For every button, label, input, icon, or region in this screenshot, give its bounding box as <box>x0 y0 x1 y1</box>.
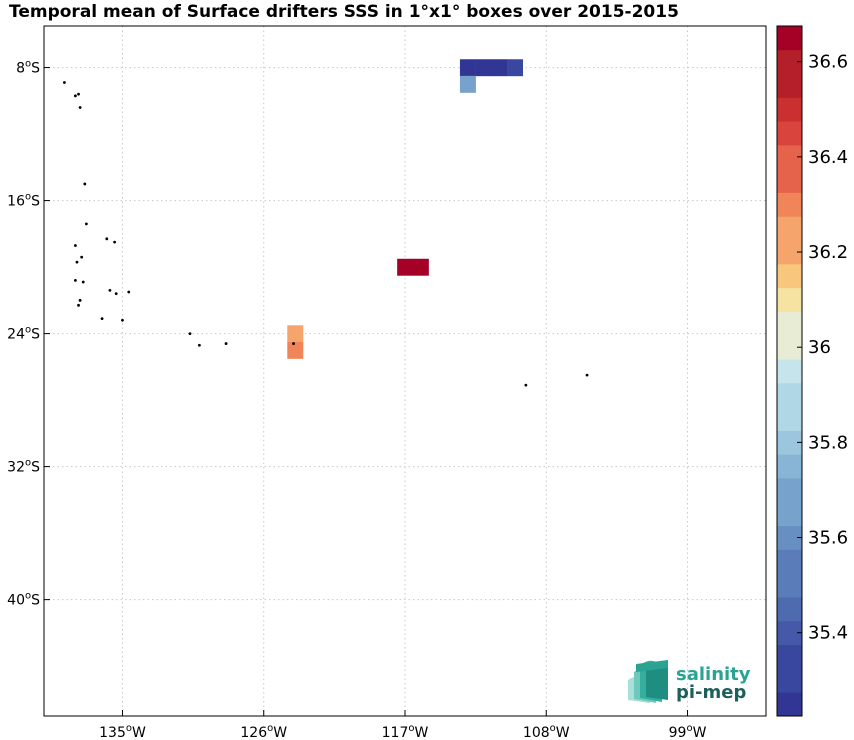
colorbar-level <box>777 644 802 669</box>
colorbar-frame <box>776 25 803 717</box>
island-marker <box>188 332 192 335</box>
chart-title: Temporal mean of Surface drifters SSS in… <box>9 2 679 22</box>
x-tick-label: 117oW <box>382 723 429 740</box>
sss-cell <box>459 59 476 77</box>
sss-cell <box>287 325 304 343</box>
island-marker <box>73 244 77 247</box>
island-marker <box>524 383 528 387</box>
island-marker <box>100 317 104 321</box>
colorbar-level <box>777 478 802 503</box>
colorbar-level <box>777 121 802 146</box>
x-tick-label: 108oW <box>523 723 570 740</box>
colorbar-tick-label: 35.4 <box>808 623 848 644</box>
island-marker <box>224 342 228 345</box>
gridlines <box>44 26 766 716</box>
colorbar-level <box>777 382 802 408</box>
sss-cell <box>475 59 492 77</box>
island-marker <box>127 290 131 294</box>
island-marker <box>83 182 87 186</box>
island-marker <box>113 240 117 244</box>
island-marker <box>585 373 589 377</box>
colorbar-tick-label: 36.2 <box>808 242 848 263</box>
sss-cell <box>287 341 304 359</box>
island-marker <box>105 237 109 241</box>
y-axis-ticks: 8oS 16oS 24oS 32oS 40oS <box>7 59 50 609</box>
colorbar-ticks: 36.6 36.4 36.2 36 35.8 35.6 35.4 <box>797 52 848 644</box>
island-marker <box>81 280 85 284</box>
island-marker <box>77 303 80 307</box>
island-marker <box>77 92 80 96</box>
x-tick-label: 135oW <box>99 723 146 740</box>
colorbar-level <box>777 549 802 574</box>
islands <box>63 81 589 387</box>
colorbar-level <box>777 311 802 336</box>
x-tick-label: 99oW <box>669 723 707 740</box>
colorbar-tick-label: 36.4 <box>808 147 848 168</box>
colorbar-level <box>777 192 802 217</box>
sss-cell <box>507 59 524 77</box>
colorbar-tick-label: 35.8 <box>808 432 848 453</box>
colorbar-level <box>777 97 802 122</box>
island-marker <box>84 222 88 226</box>
sss-cell <box>397 258 414 276</box>
colorbar-level <box>777 73 802 98</box>
island-marker <box>114 292 118 296</box>
island-marker <box>73 278 77 282</box>
colorbar-level <box>777 668 802 693</box>
sss-cell <box>412 258 429 276</box>
island-marker <box>75 260 79 264</box>
y-tick-label: 8oS <box>16 59 40 77</box>
island-marker <box>73 94 77 98</box>
colorbar-level <box>777 216 802 241</box>
colorbar-level <box>777 168 802 193</box>
colorbar-swatches <box>777 26 802 717</box>
colorbar-level <box>777 263 802 289</box>
logo-text-pimep: pi-mep <box>676 682 746 703</box>
colorbar-tick-label: 35.6 <box>808 528 848 549</box>
sss-cell <box>459 75 476 93</box>
colorbar-level <box>777 692 802 717</box>
colorbar-level <box>777 454 802 479</box>
colorbar-level <box>777 597 802 622</box>
sss-cells <box>287 59 524 359</box>
island-marker <box>121 318 124 322</box>
colorbar-tick-label: 36 <box>808 337 831 358</box>
island-marker <box>292 342 295 345</box>
island-marker <box>78 298 82 302</box>
island-marker <box>63 81 66 84</box>
island-marker <box>108 288 112 292</box>
x-tick-label: 126oW <box>240 723 287 740</box>
map-plot-area: 135oW 126oW 117oW 108oW 99oW 8oS 16oS 24oS 32oS… <box>7 25 767 740</box>
colorbar-level <box>777 501 802 527</box>
colorbar-level <box>777 406 802 431</box>
island-marker <box>78 106 82 109</box>
colorbar-level <box>777 287 802 312</box>
y-tick-label: 40oS <box>7 591 40 609</box>
logo-text-salinity: salinity <box>676 664 751 685</box>
y-tick-label: 32oS <box>7 458 40 476</box>
colorbar-level <box>777 573 802 598</box>
sss-cell <box>491 59 508 77</box>
y-tick-label: 24oS <box>7 325 40 343</box>
colorbar-level <box>777 26 802 51</box>
logo-wave-icon <box>628 660 668 703</box>
island-marker <box>80 255 84 259</box>
x-axis-ticks: 135oW 126oW 117oW 108oW 99oW <box>99 710 707 740</box>
y-tick-label: 16oS <box>7 192 40 210</box>
colorbar: 36.6 36.4 36.2 36 35.8 35.6 35.4 <box>776 25 848 717</box>
colorbar-tick-label: 36.6 <box>808 52 848 73</box>
island-marker <box>197 343 201 347</box>
salinity-pimep-logo: salinity pi-mep <box>628 660 751 703</box>
map-background <box>44 26 766 716</box>
colorbar-level <box>777 359 802 384</box>
